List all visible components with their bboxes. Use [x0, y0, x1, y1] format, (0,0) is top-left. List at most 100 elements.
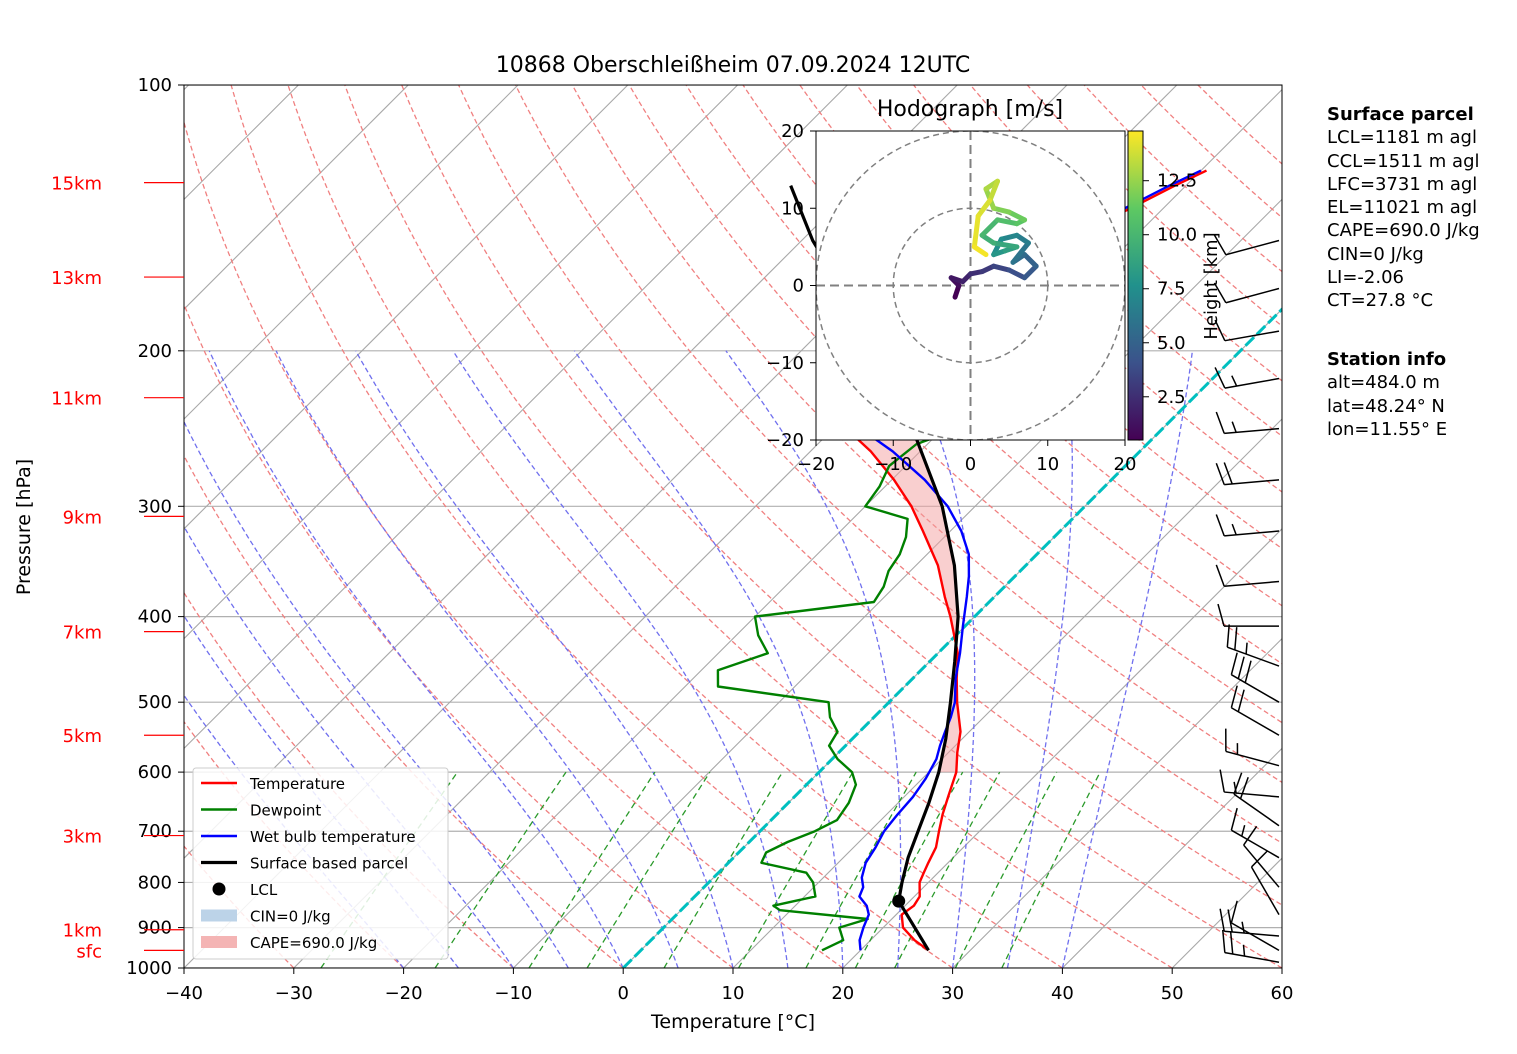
legend-swatch — [212, 882, 226, 896]
x-tick-label: −20 — [385, 983, 423, 1004]
height-label: 11km — [51, 389, 102, 410]
barb-flag — [1217, 603, 1225, 627]
x-tick-label: 10 — [722, 983, 745, 1004]
barb-flag — [1222, 929, 1226, 953]
dry-adiabat — [401, 85, 1282, 968]
legend: Temperature Dewpoint Wet bulb temperature S… — [192, 767, 449, 960]
wind-barb — [1219, 769, 1280, 798]
barb-staff — [1225, 287, 1280, 304]
barb-flag — [1237, 689, 1245, 712]
isotherm-line — [184, 85, 629, 530]
height-label: 3km — [63, 827, 102, 848]
dry-adiabat — [344, 85, 1173, 968]
y-tick-label: 800 — [138, 872, 172, 893]
barb-staff — [1224, 530, 1280, 537]
wind-barb — [1215, 411, 1280, 435]
wind-barb — [1215, 462, 1280, 486]
hodograph-y-tick-label: −20 — [766, 430, 804, 451]
barb-flag — [1214, 367, 1226, 389]
isotherm-line — [952, 637, 1282, 968]
surface-parcel-title: Surface parcel — [1327, 104, 1474, 125]
colorbar — [1127, 130, 1144, 441]
hodograph-x-tick-label: −20 — [797, 454, 835, 475]
barb-flag — [1230, 685, 1238, 708]
hodograph-y-tick-label: 20 — [781, 121, 804, 142]
barb-flag — [1215, 462, 1225, 485]
barb-flag — [1219, 908, 1225, 932]
hodograph-x-tick-label: 0 — [965, 454, 976, 475]
parcel-line: EL=11021 m agl — [1327, 197, 1478, 219]
hodograph-title: Hodograph [m/s] — [877, 97, 1063, 122]
height-label: 1km — [63, 921, 102, 942]
legend-label: Wet bulb temperature — [250, 828, 416, 846]
wind-barb — [1219, 908, 1280, 937]
isotherm-line — [732, 418, 1282, 968]
moist-adiabat — [275, 350, 679, 968]
wind-barb — [1230, 652, 1280, 703]
parcel-line: CCL=1511 m agl — [1327, 150, 1480, 172]
hodograph-y-tick-label: 10 — [781, 198, 804, 219]
hodograph-trace-segment — [987, 178, 1001, 204]
barb-staff — [1224, 951, 1280, 963]
wind-barb — [1233, 772, 1280, 827]
hodograph-trace-segment — [1006, 267, 1028, 281]
legend-label: Temperature — [249, 775, 345, 793]
dry-adiabat — [287, 85, 1063, 968]
hodograph-trace-segment — [991, 240, 1020, 250]
moist-adiabat — [355, 350, 734, 968]
mixing-ratio-line — [434, 771, 567, 968]
wind-barbs — [1213, 234, 1280, 963]
barb-half-flag — [1241, 921, 1245, 934]
barb-staff — [1230, 707, 1280, 736]
barb-half-flag — [1231, 421, 1237, 433]
station-line: lon=11.55° E — [1327, 418, 1448, 440]
barb-staff — [1224, 330, 1280, 342]
height-label: 13km — [51, 268, 102, 289]
hodograph-x-tick-label: −10 — [874, 454, 912, 475]
colorbar-tick-label: 5.0 — [1157, 333, 1186, 354]
barb-staff — [1225, 239, 1280, 256]
barb-staff — [1230, 829, 1280, 859]
isotherm-line — [842, 528, 1282, 968]
barb-flag — [1234, 627, 1238, 651]
x-tick-label: −40 — [165, 983, 203, 1004]
height-label: 15km — [51, 174, 102, 195]
y-tick-label: 1000 — [126, 958, 172, 979]
isotherm-line — [184, 85, 848, 750]
wind-barb — [1226, 624, 1280, 667]
y-tick-label: 500 — [138, 692, 172, 713]
y-tick-label: 100 — [138, 75, 172, 96]
wind-barb — [1213, 282, 1280, 304]
legend-box — [192, 767, 449, 960]
barb-flag — [1239, 777, 1249, 799]
barb-half-flag — [1233, 781, 1237, 794]
y-tick-label: 400 — [138, 607, 172, 628]
barb-staff — [1230, 674, 1280, 703]
barb-flag — [1243, 825, 1258, 846]
lcl-marker — [892, 894, 906, 908]
barb-flag — [1213, 282, 1227, 304]
barb-flag — [1215, 514, 1225, 537]
barb-half-flag — [1242, 944, 1246, 957]
x-tick-label: 50 — [1161, 983, 1184, 1004]
station-info-panel: Station info alt=484.0 m lat=48.24° N lo… — [1327, 348, 1447, 441]
x-tick-label: −30 — [275, 983, 313, 1004]
hodograph-trace-segment — [1022, 252, 1039, 269]
height-label: 5km — [63, 726, 102, 747]
mixing-ratio-line — [586, 771, 711, 968]
hodograph-trace-segment — [971, 213, 981, 250]
wind-barb — [1215, 514, 1280, 537]
hodograph-trace-segment — [995, 217, 1020, 227]
dry-adiabat — [458, 85, 1282, 906]
barb-flag — [1237, 656, 1245, 679]
barb-flag — [1215, 411, 1225, 434]
y-tick-label: 300 — [138, 496, 172, 517]
wind-barb — [1214, 319, 1280, 342]
barb-staff — [1227, 646, 1280, 667]
hodograph-trace-segment — [979, 217, 1001, 238]
x-tick-label: 40 — [1051, 983, 1074, 1004]
x-tick-label: −10 — [494, 983, 532, 1004]
mixing-ratio-line — [663, 771, 784, 968]
hodograph-trace-segment — [1022, 263, 1039, 281]
